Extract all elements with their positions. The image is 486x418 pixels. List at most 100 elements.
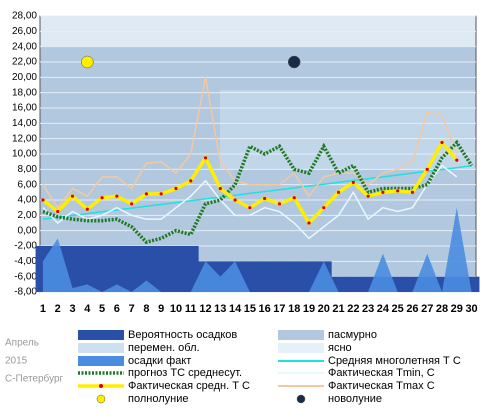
point-marker — [410, 190, 415, 194]
point-marker — [263, 196, 267, 201]
x-tick-label: 1 — [40, 303, 46, 315]
y-tick-label: -2,00 — [14, 241, 37, 252]
precip-probability — [109, 246, 125, 292]
moon-marker — [287, 55, 301, 69]
legend-swatch — [78, 343, 124, 353]
y-tick-label: 28,00 — [12, 11, 37, 22]
x-tick-label: 10 — [170, 303, 182, 315]
legend-swatch — [99, 384, 103, 388]
x-tick-label: 14 — [229, 303, 242, 315]
precip-probability — [286, 261, 303, 292]
caption: С-Петербург — [5, 373, 64, 385]
y-tick-label: 22,00 — [12, 57, 37, 68]
precip-probability — [153, 246, 170, 292]
x-tick-label: 17 — [273, 303, 285, 315]
y-tick-label: 6,00 — [18, 179, 38, 190]
x-tick-label: 9 — [158, 303, 164, 315]
x-tick-label: 18 — [288, 303, 300, 315]
point-marker — [218, 186, 222, 191]
x-tick-label: 8 — [143, 303, 149, 315]
point-marker — [130, 202, 134, 206]
precip-probability — [124, 246, 140, 292]
y-tick-label: 12,00 — [12, 133, 37, 144]
point-marker — [248, 206, 252, 210]
y-tick-label: 4,00 — [18, 195, 38, 206]
precip-probability — [272, 261, 288, 292]
point-marker — [366, 194, 370, 198]
x-tick-label: 15 — [244, 303, 256, 315]
point-marker — [425, 167, 429, 171]
point-marker — [396, 189, 400, 193]
point-marker — [307, 221, 311, 225]
x-tick-label: 12 — [199, 303, 211, 315]
x-tick-label: 24 — [377, 303, 390, 315]
legend-label: Фактическая Tmax C — [328, 380, 435, 392]
y-tick-label: 10,00 — [12, 149, 37, 160]
precip-probability — [183, 246, 199, 292]
legend-label: новолуние — [328, 393, 382, 405]
legend-label: Средняя многолетняя Т С — [328, 355, 461, 367]
temp-line — [42, 165, 472, 220]
x-tick-label: 7 — [129, 303, 135, 315]
y-tick-label: 2,00 — [18, 210, 38, 221]
precip-probability — [257, 261, 273, 292]
y-tick-label: -6,00 — [14, 271, 37, 282]
point-marker — [277, 202, 282, 206]
y-tick-label: -4,00 — [14, 256, 37, 267]
x-tick-label: 5 — [99, 303, 105, 315]
point-marker — [189, 179, 193, 183]
x-tick-label: 21 — [332, 303, 344, 315]
point-marker — [292, 196, 296, 200]
legend-swatch — [78, 330, 124, 340]
point-marker — [233, 198, 237, 202]
precip-probability — [242, 261, 258, 292]
point-marker — [159, 192, 163, 196]
point-marker — [322, 206, 326, 210]
legend-swatch — [278, 343, 324, 353]
point-marker — [100, 196, 104, 200]
x-tick-label: 6 — [114, 303, 120, 315]
point-marker — [455, 158, 459, 162]
y-tick-label: 0,00 — [18, 225, 38, 236]
x-tick-label: 11 — [185, 303, 197, 315]
point-marker — [144, 192, 149, 196]
legend-label: осадки факт — [128, 355, 191, 367]
temp-line — [42, 77, 458, 209]
x-tick-label: 19 — [303, 303, 315, 315]
legend-label: пасмурно — [328, 329, 377, 341]
precip-area — [42, 207, 472, 292]
y-tick-label: 16,00 — [12, 103, 37, 114]
point-marker — [41, 198, 45, 202]
point-marker — [351, 180, 355, 184]
legend-label: полнолуние — [128, 393, 188, 405]
y-tick-label: 8,00 — [18, 164, 38, 175]
precip-probability — [168, 246, 184, 292]
point-marker — [203, 156, 208, 160]
x-tick-label: 25 — [392, 303, 404, 315]
legend-label: Вероятность осадков — [128, 329, 237, 341]
y-tick-label: 14,00 — [12, 118, 37, 129]
legend-swatch — [96, 394, 106, 404]
precip-probability — [345, 276, 362, 292]
point-marker — [174, 186, 178, 191]
precip-probability — [139, 246, 155, 292]
temp-line — [42, 164, 458, 240]
legend-label: перемен. обл. — [128, 342, 200, 354]
x-tick-label: 28 — [436, 303, 448, 315]
cloud-region — [220, 90, 476, 170]
x-tick-label: 4 — [84, 303, 91, 315]
y-tick-label: 20,00 — [12, 72, 37, 83]
precip-probability — [79, 246, 96, 292]
x-tick-label: 27 — [421, 303, 433, 315]
x-tick-label: 13 — [214, 303, 226, 315]
x-tick-label: 23 — [362, 303, 374, 315]
x-tick-label: 16 — [259, 303, 271, 315]
legend-swatch — [278, 330, 324, 340]
legend-label: Фактическая Tmin, С — [328, 367, 435, 379]
x-tick-label: 3 — [69, 303, 75, 315]
point-marker — [336, 190, 341, 194]
point-marker — [381, 190, 385, 194]
point-marker — [56, 209, 60, 214]
point-marker — [85, 207, 89, 211]
